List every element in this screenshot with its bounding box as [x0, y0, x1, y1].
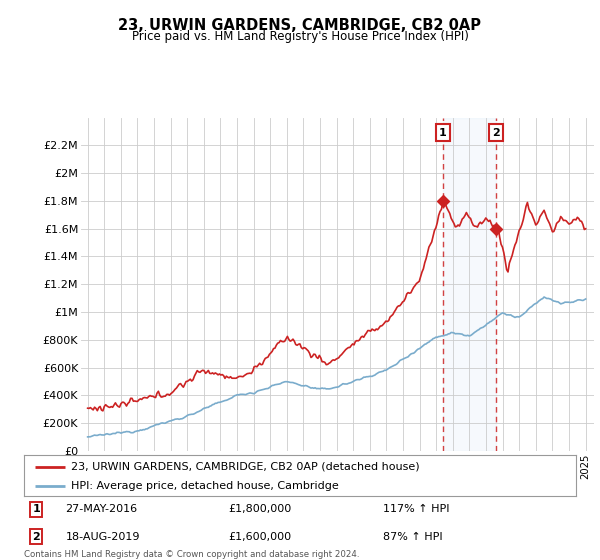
Text: £1,600,000: £1,600,000 — [228, 532, 292, 542]
Text: Contains HM Land Registry data © Crown copyright and database right 2024.
This d: Contains HM Land Registry data © Crown c… — [24, 550, 359, 560]
Bar — [443, 118, 496, 451]
Text: 117% ↑ HPI: 117% ↑ HPI — [383, 504, 449, 514]
Text: 2: 2 — [493, 128, 500, 138]
Text: HPI: Average price, detached house, Cambridge: HPI: Average price, detached house, Camb… — [71, 480, 338, 491]
Text: 1: 1 — [32, 504, 40, 514]
Point — [491, 224, 501, 233]
Text: £1,800,000: £1,800,000 — [228, 504, 292, 514]
Text: 27-MAY-2016: 27-MAY-2016 — [65, 504, 137, 514]
Text: 18-AUG-2019: 18-AUG-2019 — [65, 532, 140, 542]
Text: 2: 2 — [32, 532, 40, 542]
Text: 1: 1 — [439, 128, 447, 138]
Text: 87% ↑ HPI: 87% ↑ HPI — [383, 532, 442, 542]
Text: 23, URWIN GARDENS, CAMBRIDGE, CB2 0AP (detached house): 23, URWIN GARDENS, CAMBRIDGE, CB2 0AP (d… — [71, 461, 419, 472]
Text: 23, URWIN GARDENS, CAMBRIDGE, CB2 0AP: 23, URWIN GARDENS, CAMBRIDGE, CB2 0AP — [119, 18, 482, 33]
Point — [438, 197, 448, 206]
Text: Price paid vs. HM Land Registry's House Price Index (HPI): Price paid vs. HM Land Registry's House … — [131, 30, 469, 43]
